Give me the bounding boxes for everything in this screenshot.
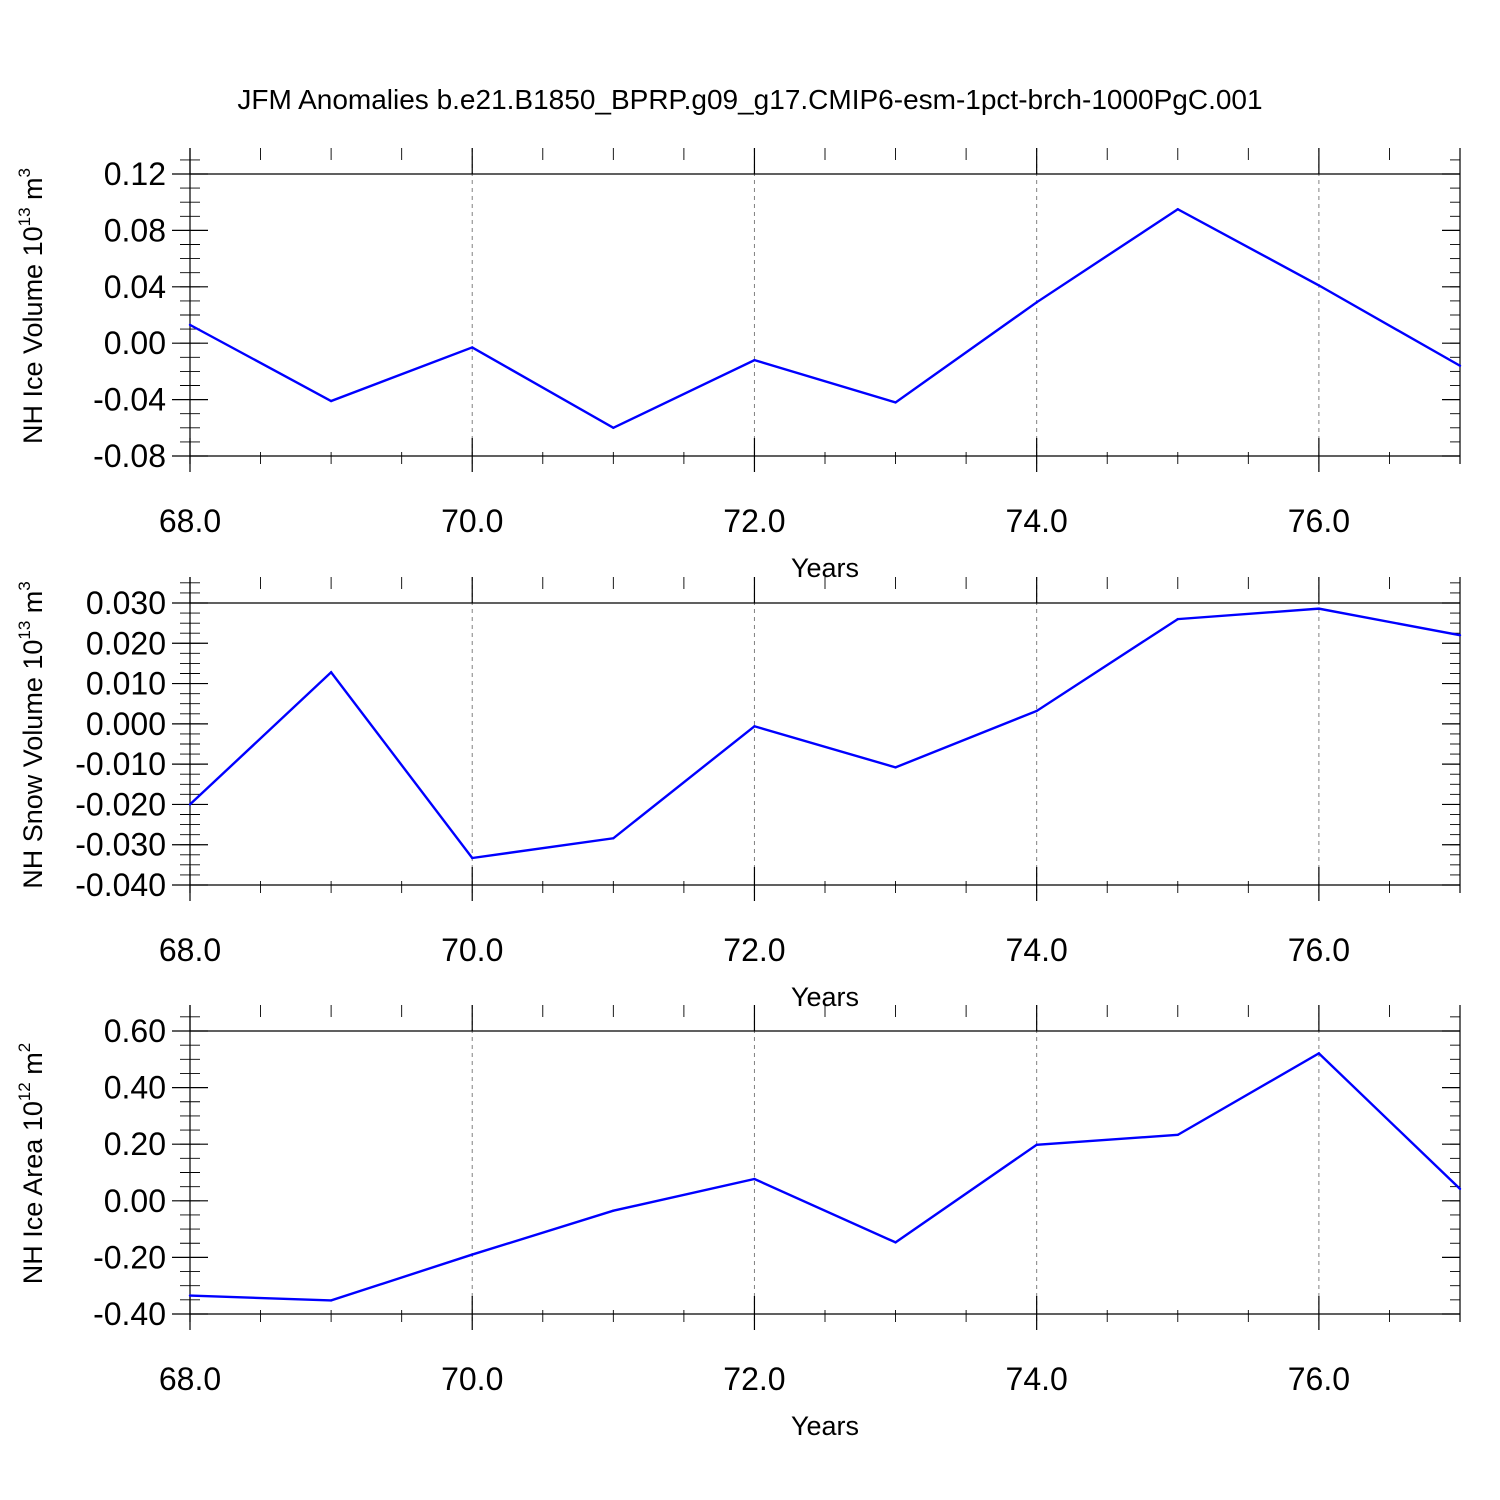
ytick-label: -0.010: [75, 746, 166, 782]
data-point: [1176, 617, 1179, 621]
data-point: [1458, 634, 1462, 637]
data-point: [753, 1177, 756, 1181]
data-point: [1176, 208, 1179, 211]
data-point: [612, 426, 615, 429]
ytick-label: 0.030: [86, 585, 166, 621]
data-point: [1035, 1143, 1038, 1146]
xtick-label: 70.0: [441, 932, 503, 968]
data-point: [1035, 709, 1038, 713]
ytick-label: 0.08: [104, 212, 166, 248]
y-axis-title: NH Ice Volume 1013 m3: [15, 168, 48, 444]
data-point: [753, 725, 756, 728]
ytick-label: -0.030: [75, 827, 166, 863]
xtick-label: 72.0: [723, 932, 785, 968]
xtick-label: 68.0: [159, 1361, 221, 1397]
data-point: [329, 399, 333, 403]
data-point: [1317, 1052, 1321, 1055]
data-point: [1458, 364, 1462, 367]
series-line: [189, 207, 1461, 430]
data-point: [188, 1294, 192, 1297]
data-point: [894, 1241, 897, 1244]
data-point: [1317, 284, 1321, 287]
xtick-label: 70.0: [441, 503, 503, 539]
chart-panel-1: 0.12 0.08 0.04 0.00 -0.04 -0.08 68.0 70.0 72.0 74…: [15, 148, 1462, 583]
data-point: [612, 837, 615, 840]
y-axis-title: NH Snow Volume 1013 m3: [15, 581, 48, 889]
xtick-label: 70.0: [441, 1361, 503, 1397]
chart-panel-3: 0.60 0.40 0.20 0.00 -0.20 -0.40 68.0 70.0 72.0 74…: [15, 1005, 1462, 1441]
data-point: [329, 671, 333, 674]
xtick-label: 76.0: [1288, 503, 1350, 539]
ytick-label: -0.020: [75, 786, 166, 822]
chart-panel-2: 0.030 0.020 0.010 0.000 -0.010 -0.020 -0.030 -0…: [15, 577, 1462, 1012]
xtick-label: 74.0: [1006, 503, 1068, 539]
ytick-label: 0.12: [104, 156, 166, 192]
data-point: [1176, 1133, 1179, 1137]
ytick-label: -0.040: [75, 867, 166, 903]
ytick-label: 0.60: [104, 1013, 166, 1049]
ytick-label: 0.010: [86, 666, 166, 702]
xtick-label: 72.0: [723, 1361, 785, 1397]
data-point: [894, 401, 897, 404]
ytick-label: 0.000: [86, 706, 166, 742]
data-point: [894, 766, 897, 769]
data-point: [612, 1209, 615, 1212]
ytick-label: 0.20: [104, 1126, 166, 1162]
series-line: [189, 1051, 1461, 1302]
ytick-label: -0.08: [93, 438, 166, 474]
data-point: [1035, 301, 1038, 304]
xtick-label: 74.0: [1006, 1361, 1068, 1397]
y-axis-title: NH Ice Area 1012 m2: [15, 1043, 48, 1284]
data-point: [329, 1299, 333, 1302]
series-line: [189, 607, 1461, 860]
xtick-label: 76.0: [1288, 1361, 1350, 1397]
ytick-label: 0.020: [86, 625, 166, 661]
ytick-label: 0.00: [104, 325, 166, 361]
data-point: [188, 323, 192, 327]
ytick-label: -0.20: [93, 1239, 166, 1275]
data-point: [1458, 1187, 1462, 1191]
data-point: [1317, 607, 1321, 610]
ytick-label: -0.40: [93, 1296, 166, 1332]
xtick-label: 72.0: [723, 503, 785, 539]
ytick-label: 0.40: [104, 1070, 166, 1106]
figure-title: JFM Anomalies b.e21.B1850_BPRP.g09_g17.C…: [237, 84, 1263, 115]
data-point: [471, 856, 474, 860]
data-point: [753, 358, 756, 362]
ytick-label: -0.04: [93, 382, 166, 418]
data-point: [471, 346, 474, 349]
xtick-label: 74.0: [1006, 932, 1068, 968]
ytick-label: 0.00: [104, 1183, 166, 1219]
xtick-label: 76.0: [1288, 932, 1350, 968]
x-axis-title: Years: [791, 1411, 859, 1441]
data-point: [188, 803, 192, 806]
data-point: [471, 1253, 474, 1256]
xtick-label: 68.0: [159, 932, 221, 968]
ytick-label: 0.04: [104, 269, 166, 305]
xtick-label: 68.0: [159, 503, 221, 539]
